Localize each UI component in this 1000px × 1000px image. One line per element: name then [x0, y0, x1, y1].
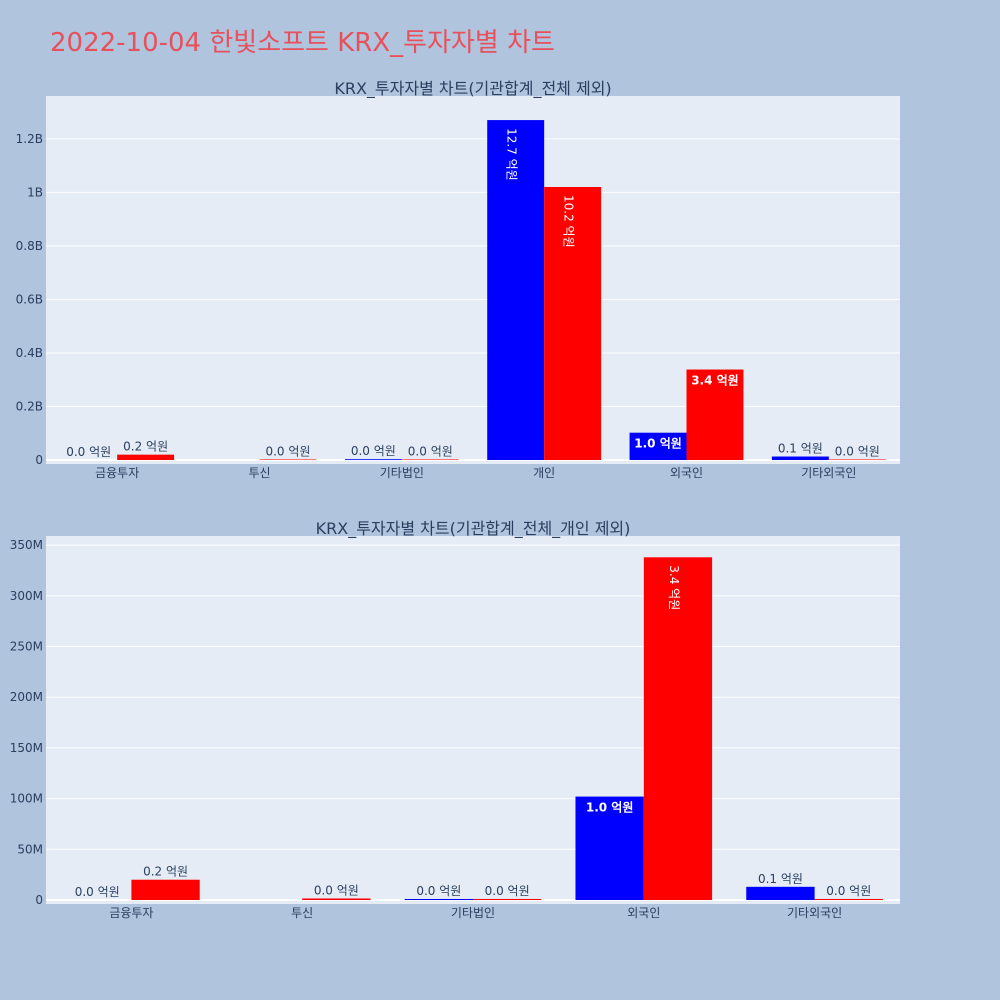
chart-2: KRX_투자자별 차트(기관합계_전체_개인 제외) 0 50M 100M 150M 20… [10, 519, 900, 920]
bar-buy [404, 898, 473, 900]
y-tick-label: 50M [17, 842, 43, 856]
data-label: 0.0 억원 [416, 884, 461, 898]
y-tick-label: 1.2B [16, 132, 43, 146]
bar-sell [302, 898, 371, 900]
x-tick-label: 기타외국인 [787, 906, 842, 920]
bar-buy [771, 456, 829, 460]
y-tick-label: 0 [35, 893, 43, 907]
data-label: 0.1 억원 [778, 442, 823, 456]
y-tick-label: 1B [27, 185, 43, 199]
chart-title: KRX_투자자별 차트(기관합계_전체_개인 제외) [316, 519, 631, 539]
y-tick-label: 0.2B [16, 399, 43, 413]
bar-buy [344, 459, 402, 460]
y-tick-label: 150M [10, 741, 43, 755]
bar-sell [117, 454, 175, 460]
bar-sell [473, 898, 542, 900]
data-label: 0.0 억원 [75, 885, 120, 899]
bar-sell [643, 557, 713, 900]
x-tick-label: 투신 [291, 906, 313, 920]
x-tick-label: 기타법인 [451, 906, 495, 920]
data-label: 0.1 억원 [758, 872, 803, 886]
bar-sell [131, 879, 200, 900]
data-label: 12.7 억원 [505, 128, 519, 181]
chart-1: KRX_투자자별 차트(기관합계_전체 제외) 0 0.2B 0.4B 0.6B 0.8B… [16, 79, 900, 480]
y-tick-label: 0.4B [16, 346, 43, 360]
bar-buy [487, 120, 545, 461]
data-label: 3.4 억원 [691, 374, 739, 388]
x-tick-label: 투신 [248, 466, 270, 480]
y-tick-label: 300M [10, 589, 43, 603]
page-title: 2022-10-04 한빛소프트 KRX_투자자별 차트 [50, 28, 555, 58]
x-tick-label: 개인 [533, 466, 555, 480]
bar-buy [629, 432, 687, 460]
data-label: 1.0 억원 [586, 801, 634, 815]
data-label: 0.0 억원 [485, 884, 530, 898]
data-label: 0.0 억원 [351, 444, 396, 458]
x-tick-label: 외국인 [670, 466, 703, 480]
data-label: 0.2 억원 [123, 440, 168, 454]
data-label: 0.0 억원 [66, 445, 111, 459]
chart-title: KRX_투자자별 차트(기관합계_전체 제외) [334, 79, 611, 99]
y-tick-label: 250M [10, 640, 43, 654]
data-label: 0.0 억원 [826, 884, 871, 898]
data-label: 0.0 억원 [835, 444, 880, 458]
data-label: 10.2 억원 [562, 195, 576, 248]
y-tick-label: 200M [10, 690, 43, 704]
bar-sell [401, 459, 459, 460]
x-tick-label: 기타법인 [380, 466, 424, 480]
y-tick-label: 0.8B [16, 239, 43, 253]
bar-buy [746, 886, 815, 900]
y-tick-label: 0 [35, 453, 43, 467]
x-tick-label: 금융투자 [95, 466, 139, 480]
data-label: 0.2 억원 [143, 865, 188, 879]
x-tick-label: 기타외국인 [801, 466, 856, 480]
y-tick-label: 0.6B [16, 292, 43, 306]
data-label: 3.4 억원 [667, 565, 681, 610]
x-tick-label: 외국인 [627, 906, 660, 920]
x-tick-label: 금융투자 [109, 906, 153, 920]
bar-sell [686, 369, 744, 460]
data-label: 0.0 억원 [408, 444, 453, 458]
bar-sell [259, 459, 317, 460]
y-tick-label: 350M [10, 538, 43, 552]
plot-background [46, 536, 900, 904]
plot-background [46, 96, 900, 464]
data-label: 0.0 억원 [314, 883, 359, 897]
data-label: 1.0 억원 [634, 437, 682, 451]
bar-sell [814, 898, 883, 900]
bar-buy [575, 796, 644, 900]
bar-sell [828, 459, 886, 460]
data-label: 0.0 억원 [265, 444, 310, 458]
bar-sell [544, 187, 602, 460]
y-tick-label: 100M [10, 792, 43, 806]
